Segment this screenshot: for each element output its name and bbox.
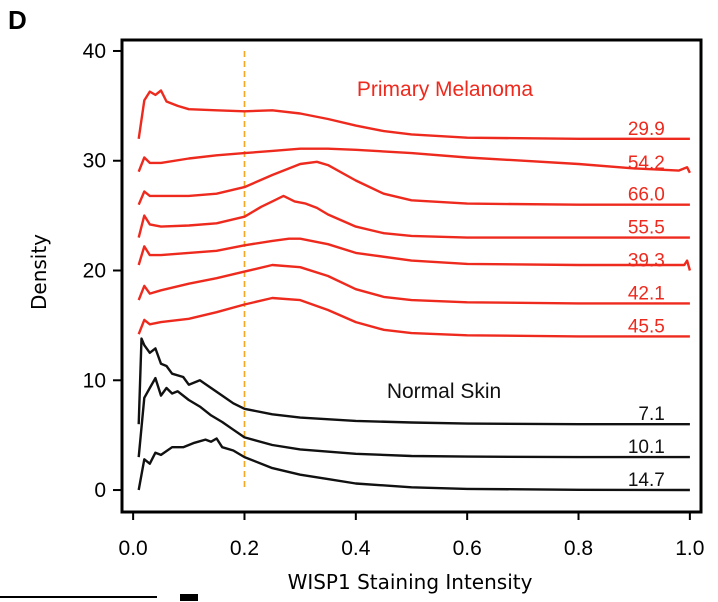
curve-label-39-3: 39.3 — [628, 251, 665, 272]
y-tick-label: 10 — [83, 369, 106, 392]
curve-label-10-1: 10.1 — [628, 437, 665, 458]
y-tick-label: 40 — [83, 40, 106, 63]
x-axis-title: WISP1 Staining Intensity — [288, 570, 533, 594]
x-tick-label: 0.0 — [119, 537, 148, 560]
x-tick-label: 0.4 — [341, 537, 371, 560]
panel-letter: D — [8, 5, 27, 35]
density-curve-14-7 — [137, 437, 690, 492]
curve-label-7-1: 7.1 — [638, 404, 664, 425]
x-tick-label: 1.0 — [675, 537, 704, 560]
x-axis-ticks: 0.0 0.2 0.4 0.6 0.8 1.0 — [119, 512, 704, 560]
divider-line-bottom — [0, 596, 157, 598]
group-label-normal: Normal Skin — [387, 380, 501, 403]
x-tick-label: 0.8 — [564, 537, 593, 560]
cropped-glyph-bottom — [180, 594, 198, 601]
y-axis-ticks: 0 10 20 30 40 — [83, 40, 122, 502]
curve-label-55-5: 55.5 — [628, 218, 665, 239]
density-curve-45-5 — [137, 296, 690, 338]
density-curve-54-2 — [137, 147, 691, 174]
plot-frame — [120, 38, 703, 514]
x-tick-label: 0.2 — [230, 537, 259, 560]
density-curve-29-9 — [137, 89, 690, 140]
density-curve-10-1 — [137, 376, 690, 459]
curve-label-42-1: 42.1 — [628, 283, 665, 304]
density-curve-39-3 — [137, 237, 692, 271]
curve-label-layer: 29.9 54.2 66.0 55.5 39.3 42.1 45.5 7.1 10.1 14.7 — [628, 119, 665, 491]
curve-label-54-2: 54.2 — [628, 153, 665, 174]
density-curve-66-0 — [137, 160, 690, 206]
y-axis-title: Density — [27, 234, 51, 310]
density-curve-42-1 — [137, 263, 690, 305]
y-tick-label: 20 — [83, 260, 106, 283]
curve-label-29-9: 29.9 — [628, 119, 665, 140]
curve-label-14-7: 14.7 — [628, 470, 665, 491]
y-tick-label: 0 — [94, 479, 106, 502]
density-curve-7-1 — [137, 337, 690, 426]
x-tick-label: 0.6 — [453, 537, 482, 560]
density-curve-55-5 — [137, 194, 690, 239]
curve-label-66-0: 66.0 — [628, 185, 665, 206]
curve-label-45-5: 45.5 — [628, 316, 665, 337]
group-label-melanoma: Primary Melanoma — [357, 78, 534, 101]
y-tick-label: 30 — [83, 150, 106, 173]
curve-layer — [137, 89, 692, 492]
